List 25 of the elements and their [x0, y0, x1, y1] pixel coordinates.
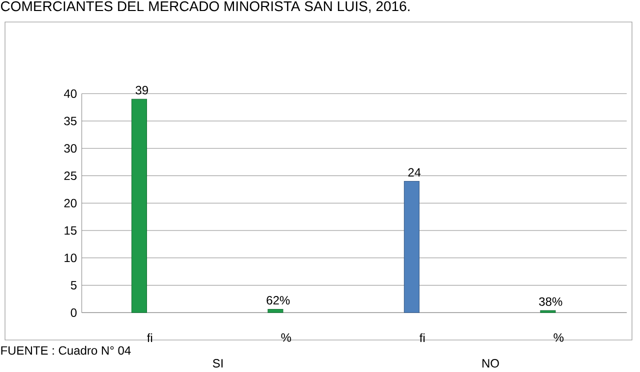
x-tick-label: fi	[147, 333, 152, 342]
y-tick-label: 25	[64, 172, 77, 180]
text: SI	[212, 359, 223, 368]
y-tick-label: 20	[64, 198, 77, 208]
y-tick-label: 15	[64, 226, 77, 235]
y-tick-label: 10	[64, 254, 77, 262]
data-label: 62%	[266, 296, 290, 305]
text: NO	[482, 359, 499, 368]
bar	[404, 180, 420, 313]
bar	[131, 98, 147, 313]
y-tick-label: 40	[64, 89, 77, 98]
data-label: 39	[136, 86, 148, 94]
chart-title: COMERCIANTES DEL MERCADO MINORISTA SAN LUIS, 2016.	[0, 1, 410, 13]
source-note: FUENTE : Cuadro N° 04	[1, 346, 131, 355]
data-label: 24	[408, 168, 421, 177]
x-tick-label: %	[554, 333, 564, 342]
bar	[540, 310, 556, 313]
x-tick-label: fi	[420, 333, 425, 342]
y-tick-label: 0	[70, 308, 77, 317]
y-tick-label: 35	[64, 116, 77, 126]
bar	[268, 308, 284, 313]
y-tick-label: 30	[64, 144, 77, 153]
y-tick-label: 5	[70, 281, 77, 290]
x-tick-label: %	[281, 333, 292, 342]
data-label: 38%	[539, 297, 562, 306]
